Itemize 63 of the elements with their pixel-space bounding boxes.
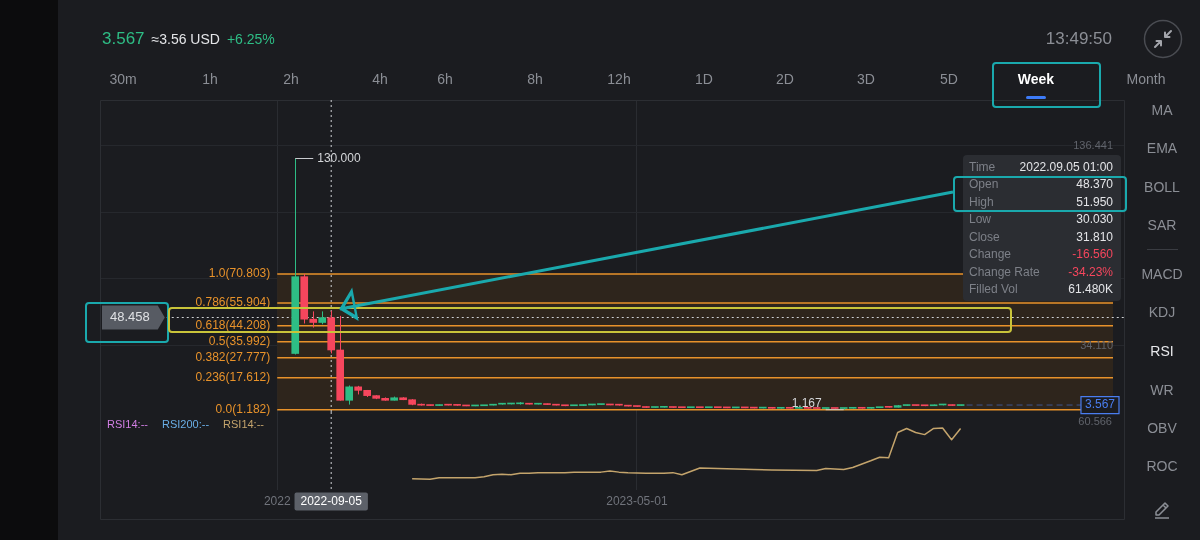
annotation: -16.560 [1072,247,1113,262]
annotation: 31.810 [1076,229,1113,244]
tab-button[interactable]: 1D [695,71,713,88]
menu-button[interactable]: ROC [1146,458,1178,475]
annotation: High [969,194,994,209]
annotation: 2022.09.05 01:00 [1019,159,1113,174]
menu-button[interactable]: RSI [1150,343,1174,360]
ref-line-label: 1.0(70.803) [208,266,271,281]
ref-line-label: 0.5(35.992) [208,334,271,349]
tab-button[interactable]: 30m [109,71,137,88]
tab-button[interactable]: 12h [607,71,631,88]
annotation: 30.030 [1076,212,1113,227]
annotation: 48.370 [1076,177,1113,192]
annotation: -34.23% [1068,264,1113,279]
text: +6.25% [226,31,275,47]
annotation: 61.480K [1068,282,1113,297]
menu-button[interactable]: OBV [1147,420,1177,437]
text: ≈3.56 USD [151,31,220,47]
tab-button[interactable]: 5D [940,71,958,88]
annotation: Change [969,247,1012,262]
ref-line-label: 0.236(17.612) [195,369,271,384]
annotation: RSI14:-- [107,418,148,430]
ref-line-label: 0.786(55.904) [195,295,271,310]
annotation: Close [969,229,1000,244]
ref-line-label: 0.0(1.182) [215,402,271,417]
annotation: 1.167 [791,395,823,410]
annotation: Time [969,159,996,174]
tab-button[interactable]: 2h [283,71,299,88]
menu-button[interactable]: MA [1151,102,1173,119]
tab-button[interactable]: Week [1017,71,1055,88]
text: 3.567 [102,29,145,49]
tab-button[interactable]: 6h [437,71,453,88]
x-tick-label: 2023-05-01 [606,494,668,509]
annotation: Low [969,212,992,227]
menu-button[interactable]: WR [1150,382,1174,399]
tab-button[interactable]: 4h [372,71,388,88]
ref-line-label: 2022-09-05 [300,494,363,509]
annotation: 130.000 [317,150,361,165]
annotation: Change Rate [969,264,1040,279]
annotation: RSI200:-- [161,418,210,430]
annotation: Open [969,177,999,192]
ref-line-label: 0.382(27.777) [195,350,271,365]
tab-button[interactable]: 8h [527,71,543,88]
candlestick [345,384,354,406]
menu-button[interactable]: MACD [1141,266,1183,283]
tab-button[interactable]: 2D [776,71,794,88]
x-tick-label: 2022 [263,494,291,509]
ref-line-label: 0.618(44.208) [195,318,271,333]
menu-button[interactable]: KDJ [1148,304,1176,321]
annotation: RSI14:-- [223,418,265,430]
text: 60.566 [1078,415,1112,427]
tab-button[interactable]: 1h [202,71,218,88]
annotation: Filled Vol [969,282,1018,297]
ref-line-label: 3.567 [1084,397,1116,412]
text: 13:49:50 [1045,29,1112,49]
menu-button[interactable]: SAR [1147,217,1177,234]
menu-button[interactable]: BOLL [1144,179,1180,196]
menu-button[interactable]: EMA [1146,140,1178,157]
y-tick-label: 136.441 [1073,138,1113,151]
tab-button[interactable]: Month [1126,71,1166,88]
annotation: 51.950 [1076,194,1113,209]
tab-button[interactable]: 3D [857,71,875,88]
ref-line-label: 48.458 [110,309,150,325]
